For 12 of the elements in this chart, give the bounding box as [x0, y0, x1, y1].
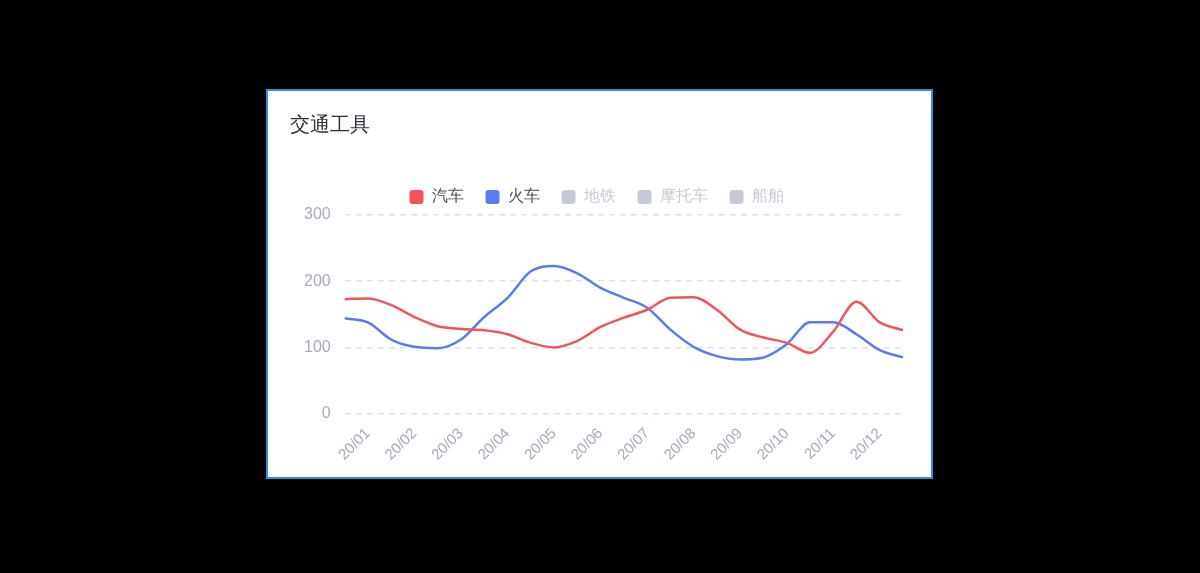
- line-series: [343, 264, 905, 361]
- legend-label: 船舶: [751, 187, 784, 205]
- y-tick-label: 0: [321, 404, 331, 422]
- line-series: [343, 295, 905, 355]
- y-tick-label: 300: [303, 205, 331, 223]
- y-tick-label: 200: [303, 271, 331, 289]
- chart-title: 交通工具: [290, 112, 370, 135]
- y-tick-label: 100: [303, 337, 331, 355]
- legend-label: 摩托车: [659, 187, 708, 205]
- legend-label: 地铁: [582, 187, 616, 205]
- legend-label: 火车: [507, 187, 540, 205]
- legend-label: 汽车: [431, 187, 464, 205]
